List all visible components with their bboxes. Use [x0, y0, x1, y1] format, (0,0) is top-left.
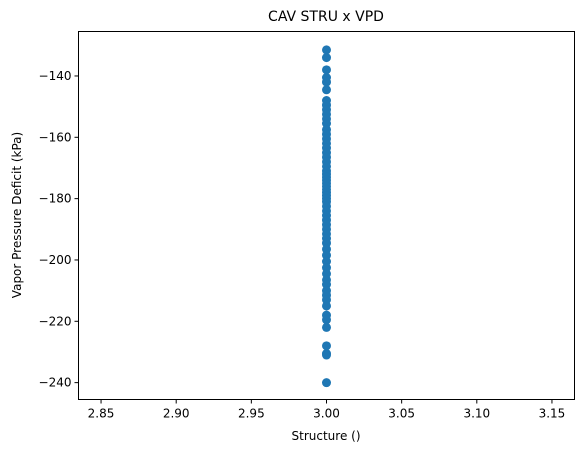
- x-tick-label: 2.95: [238, 407, 265, 421]
- x-tick-label: 3.10: [463, 407, 490, 421]
- data-point: [322, 85, 331, 95]
- x-tick-label: 2.90: [163, 407, 190, 421]
- data-point: [322, 77, 331, 87]
- y-tick-label: −140: [39, 69, 72, 83]
- data-point: [322, 350, 331, 360]
- data-point: [322, 341, 331, 351]
- data-point: [322, 45, 331, 55]
- y-tick-label: −200: [39, 253, 72, 267]
- x-tick-label: 3.05: [388, 407, 415, 421]
- ticks-layer: 2.85 2.90 2.95 3.00 3.05 3.10 3.15 −140 −160 −180…: [39, 69, 566, 421]
- points-layer: [322, 45, 331, 388]
- data-point: [322, 322, 331, 332]
- x-tick-label: 3.00: [313, 407, 340, 421]
- y-tick-label: −180: [39, 192, 72, 206]
- x-axis-label: Structure (): [292, 429, 361, 443]
- data-point: [322, 53, 331, 63]
- y-tick-label: −220: [39, 314, 72, 328]
- data-point: [322, 65, 331, 75]
- x-tick-label: 2.85: [88, 407, 115, 421]
- y-axis-label: Vapor Pressure Deficit (kPa): [10, 132, 24, 298]
- data-point: [322, 378, 331, 388]
- x-tick-label: 3.15: [539, 407, 566, 421]
- data-point: [322, 301, 331, 311]
- y-tick-label: −160: [39, 130, 72, 144]
- chart-title: CAV STRU x VPD: [268, 9, 384, 25]
- y-tick-label: −240: [39, 376, 72, 390]
- plot-frame: [78, 31, 575, 400]
- data-point: [322, 315, 331, 325]
